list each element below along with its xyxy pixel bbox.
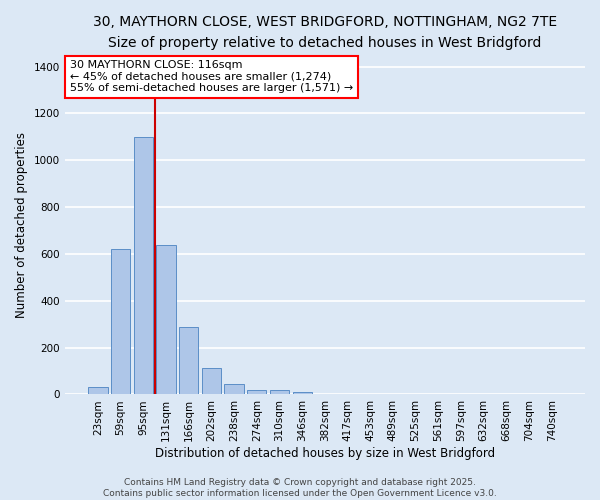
Bar [157,244,176,394]
Bar [270,390,289,394]
Bar [88,388,107,394]
Bar [224,384,244,394]
Bar [111,250,130,394]
Title: 30, MAYTHORN CLOSE, WEST BRIDGFORD, NOTTINGHAM, NG2 7TE
Size of property relativ: 30, MAYTHORN CLOSE, WEST BRIDGFORD, NOTT… [93,15,557,50]
Bar [293,392,312,394]
Bar [247,390,266,394]
Bar [134,137,153,394]
Text: 30 MAYTHORN CLOSE: 116sqm
← 45% of detached houses are smaller (1,274)
55% of se: 30 MAYTHORN CLOSE: 116sqm ← 45% of detac… [70,60,353,93]
Bar [179,326,199,394]
X-axis label: Distribution of detached houses by size in West Bridgford: Distribution of detached houses by size … [155,447,495,460]
Text: Contains HM Land Registry data © Crown copyright and database right 2025.
Contai: Contains HM Land Registry data © Crown c… [103,478,497,498]
Y-axis label: Number of detached properties: Number of detached properties [15,132,28,318]
Bar [202,368,221,394]
